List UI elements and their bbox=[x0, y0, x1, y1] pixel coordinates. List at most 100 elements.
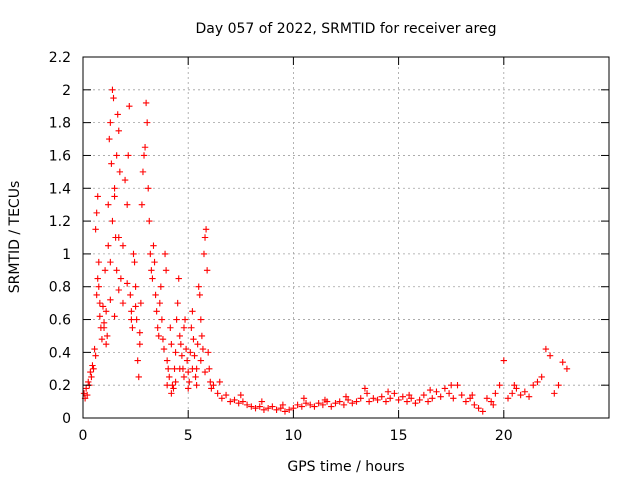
data-point bbox=[132, 303, 139, 310]
data-point bbox=[138, 201, 146, 208]
data-point bbox=[194, 340, 201, 348]
data-point bbox=[412, 400, 419, 407]
data-point bbox=[210, 381, 217, 389]
data-point bbox=[111, 185, 118, 192]
data-point bbox=[172, 349, 179, 356]
data-point bbox=[176, 332, 183, 340]
y-tick-label: 1.8 bbox=[49, 116, 71, 132]
data-point bbox=[167, 324, 174, 331]
data-point bbox=[391, 390, 398, 397]
data-point bbox=[140, 152, 148, 159]
data-point bbox=[206, 365, 213, 372]
data-point bbox=[111, 313, 118, 320]
data-point bbox=[82, 385, 90, 392]
data-point bbox=[100, 324, 108, 331]
data-point bbox=[207, 378, 214, 386]
data-point bbox=[357, 395, 364, 402]
data-point bbox=[192, 373, 199, 381]
y-tick-label: 1 bbox=[62, 247, 71, 263]
data-point bbox=[311, 403, 318, 410]
data-point bbox=[490, 401, 497, 409]
data-point bbox=[235, 400, 242, 407]
data-point bbox=[157, 283, 165, 290]
data-point bbox=[161, 250, 169, 258]
x-axis-label: GPS time / hours bbox=[287, 459, 404, 475]
data-point bbox=[142, 99, 150, 107]
data-point bbox=[222, 391, 230, 399]
data-point bbox=[479, 408, 486, 415]
data-point bbox=[198, 332, 206, 340]
x-tick-label: 20 bbox=[495, 428, 513, 444]
data-point bbox=[128, 316, 135, 323]
data-point bbox=[269, 403, 276, 410]
data-point bbox=[513, 385, 520, 392]
data-point bbox=[113, 267, 120, 274]
data-point bbox=[462, 398, 470, 405]
x-tick-label: 5 bbox=[184, 428, 193, 444]
data-point bbox=[128, 308, 135, 315]
chart-title: Day 057 of 2022, SRMTID for receiver are… bbox=[196, 21, 497, 37]
data-point bbox=[188, 324, 195, 331]
data-point bbox=[399, 393, 407, 400]
data-point bbox=[563, 365, 571, 372]
data-point bbox=[115, 234, 122, 241]
data-point bbox=[172, 378, 179, 386]
data-point bbox=[116, 168, 124, 176]
y-tick-label: 2 bbox=[62, 83, 71, 99]
data-point bbox=[349, 400, 356, 407]
data-point bbox=[84, 391, 91, 399]
data-point bbox=[370, 395, 377, 402]
data-point bbox=[365, 398, 373, 405]
data-point bbox=[89, 362, 96, 369]
data-point bbox=[181, 316, 189, 323]
x-tick-label: 10 bbox=[284, 428, 302, 444]
data-point bbox=[555, 381, 562, 389]
data-point bbox=[252, 404, 259, 412]
data-point bbox=[168, 340, 175, 348]
data-point bbox=[191, 352, 198, 359]
data-point bbox=[448, 381, 455, 389]
data-point bbox=[378, 393, 385, 400]
data-point bbox=[147, 250, 154, 258]
y-tick-label: 2.2 bbox=[49, 50, 71, 66]
y-tick-label: 0.2 bbox=[49, 378, 71, 394]
data-point bbox=[178, 352, 186, 359]
data-point bbox=[203, 267, 211, 274]
data-point bbox=[214, 390, 221, 397]
data-point bbox=[437, 393, 444, 400]
data-point bbox=[107, 258, 114, 266]
data-point bbox=[294, 401, 301, 409]
data-point bbox=[108, 160, 115, 167]
data-point bbox=[231, 396, 238, 404]
data-point bbox=[475, 404, 482, 412]
data-point bbox=[332, 400, 339, 407]
data-point bbox=[141, 144, 149, 151]
data-point bbox=[90, 365, 97, 372]
data-point bbox=[281, 408, 289, 415]
data-point bbox=[107, 296, 114, 304]
data-point bbox=[200, 250, 208, 258]
data-point bbox=[450, 395, 457, 402]
plot-frame bbox=[82, 56, 610, 419]
data-point bbox=[525, 393, 533, 400]
data-point bbox=[469, 391, 476, 399]
data-point bbox=[239, 398, 247, 405]
data-point bbox=[127, 291, 134, 299]
data-point bbox=[441, 385, 449, 392]
data-point bbox=[180, 324, 188, 331]
x-tick-label: 0 bbox=[79, 428, 88, 444]
data-point bbox=[162, 267, 170, 274]
data-point bbox=[113, 152, 120, 159]
data-point bbox=[126, 103, 133, 110]
data-point bbox=[559, 359, 566, 366]
data-point bbox=[85, 378, 92, 386]
data-point bbox=[336, 398, 343, 405]
data-point bbox=[487, 398, 495, 405]
data-point bbox=[202, 226, 210, 233]
data-point bbox=[204, 349, 212, 356]
data-point bbox=[511, 381, 518, 389]
y-tick-label: 1.6 bbox=[49, 148, 71, 164]
data-point bbox=[363, 390, 371, 397]
data-point bbox=[395, 396, 402, 404]
